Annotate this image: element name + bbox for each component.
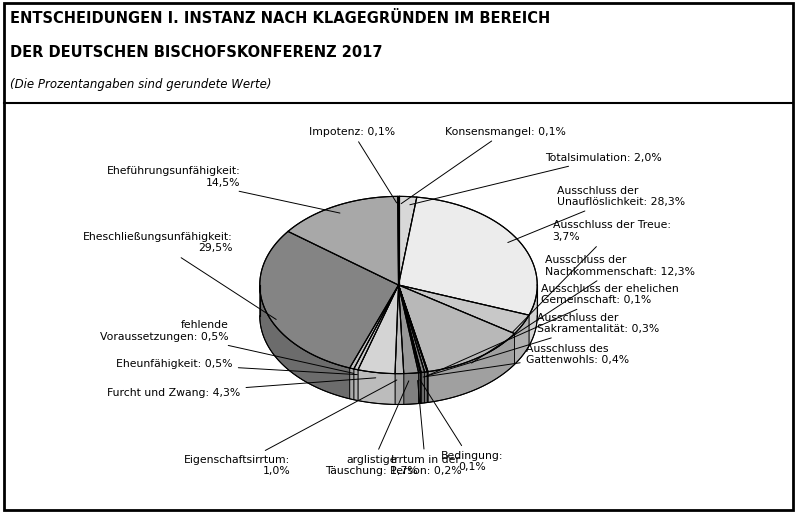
Text: Bedingung:
0,1%: Bedingung: 0,1% bbox=[420, 380, 503, 472]
Polygon shape bbox=[358, 370, 395, 404]
Polygon shape bbox=[395, 373, 404, 404]
Polygon shape bbox=[427, 371, 428, 403]
Text: Eheschließungsunfähigkeit:
29,5%: Eheschließungsunfähigkeit: 29,5% bbox=[83, 232, 277, 320]
Polygon shape bbox=[260, 286, 350, 399]
Polygon shape bbox=[428, 333, 515, 402]
Text: Eheführungsunfähigkeit:
14,5%: Eheführungsunfähigkeit: 14,5% bbox=[107, 166, 340, 213]
Polygon shape bbox=[398, 285, 421, 372]
Polygon shape bbox=[529, 285, 537, 346]
Text: DER DEUTSCHEN BISCHOFSKONFERENZ 2017: DER DEUTSCHEN BISCHOFSKONFERENZ 2017 bbox=[10, 45, 383, 60]
Text: Ausschluss des
Gattenwohls: 0,4%: Ausschluss des Gattenwohls: 0,4% bbox=[423, 344, 629, 377]
Text: Eheunfähigkeit: 0,5%: Eheunfähigkeit: 0,5% bbox=[116, 359, 357, 374]
Text: ENTSCHEIDUNGEN I. INSTANZ NACH KLAGEGRÜNDEN IM BEREICH: ENTSCHEIDUNGEN I. INSTANZ NACH KLAGEGRÜN… bbox=[10, 11, 551, 26]
Polygon shape bbox=[398, 285, 425, 372]
Polygon shape bbox=[260, 231, 398, 368]
Text: Ausschluss der
Unauflöslichkeit: 28,3%: Ausschluss der Unauflöslichkeit: 28,3% bbox=[508, 186, 685, 243]
Polygon shape bbox=[358, 285, 398, 373]
Text: Ausschluss der
Nachkommenschaft: 12,3%: Ausschluss der Nachkommenschaft: 12,3% bbox=[472, 255, 695, 363]
Polygon shape bbox=[350, 368, 354, 400]
Polygon shape bbox=[418, 372, 420, 404]
Polygon shape bbox=[398, 196, 399, 285]
Text: Eigenschaftsirrtum:
1,0%: Eigenschaftsirrtum: 1,0% bbox=[184, 380, 397, 476]
Polygon shape bbox=[350, 285, 398, 369]
Polygon shape bbox=[404, 373, 418, 404]
Polygon shape bbox=[398, 285, 529, 333]
Polygon shape bbox=[398, 285, 427, 372]
Polygon shape bbox=[288, 196, 398, 285]
Polygon shape bbox=[398, 285, 418, 373]
Text: Irrtum in der
Person: 0,2%: Irrtum in der Person: 0,2% bbox=[390, 381, 461, 476]
Polygon shape bbox=[354, 369, 358, 401]
Text: Ausschluss der Treue:
3,7%: Ausschluss der Treue: 3,7% bbox=[512, 220, 670, 332]
Polygon shape bbox=[515, 315, 529, 364]
Polygon shape bbox=[398, 285, 420, 373]
Text: arglistige
Täuschung: 1,7%: arglistige Täuschung: 1,7% bbox=[325, 381, 418, 476]
Polygon shape bbox=[398, 285, 428, 372]
Polygon shape bbox=[395, 285, 404, 373]
Polygon shape bbox=[398, 285, 515, 371]
Polygon shape bbox=[398, 197, 537, 315]
Text: Totalsimulation: 2,0%: Totalsimulation: 2,0% bbox=[410, 153, 662, 205]
Polygon shape bbox=[398, 196, 417, 285]
Polygon shape bbox=[354, 285, 398, 370]
Text: (Die Prozentangaben sind gerundete Werte): (Die Prozentangaben sind gerundete Werte… bbox=[10, 78, 272, 91]
Polygon shape bbox=[260, 285, 537, 404]
Polygon shape bbox=[425, 372, 427, 403]
Text: fehlende
Voraussetzungen: 0,5%: fehlende Voraussetzungen: 0,5% bbox=[100, 321, 354, 373]
Polygon shape bbox=[421, 372, 425, 403]
Text: Impotenz: 0,1%: Impotenz: 0,1% bbox=[309, 127, 397, 203]
Text: Konsensmangel: 0,1%: Konsensmangel: 0,1% bbox=[401, 127, 566, 204]
Text: Ausschluss der ehelichen
Gemeinschaft: 0,1%: Ausschluss der ehelichen Gemeinschaft: 0… bbox=[427, 284, 679, 376]
Text: Ausschluss der
Sakramentalität: 0,3%: Ausschluss der Sakramentalität: 0,3% bbox=[426, 313, 659, 376]
Polygon shape bbox=[420, 372, 421, 403]
Text: Furcht und Zwang: 4,3%: Furcht und Zwang: 4,3% bbox=[108, 378, 375, 398]
